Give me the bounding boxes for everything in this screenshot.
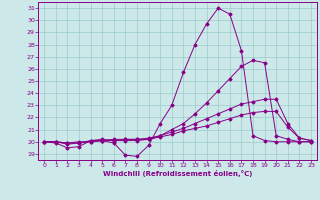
X-axis label: Windchill (Refroidissement éolien,°C): Windchill (Refroidissement éolien,°C) bbox=[103, 170, 252, 177]
